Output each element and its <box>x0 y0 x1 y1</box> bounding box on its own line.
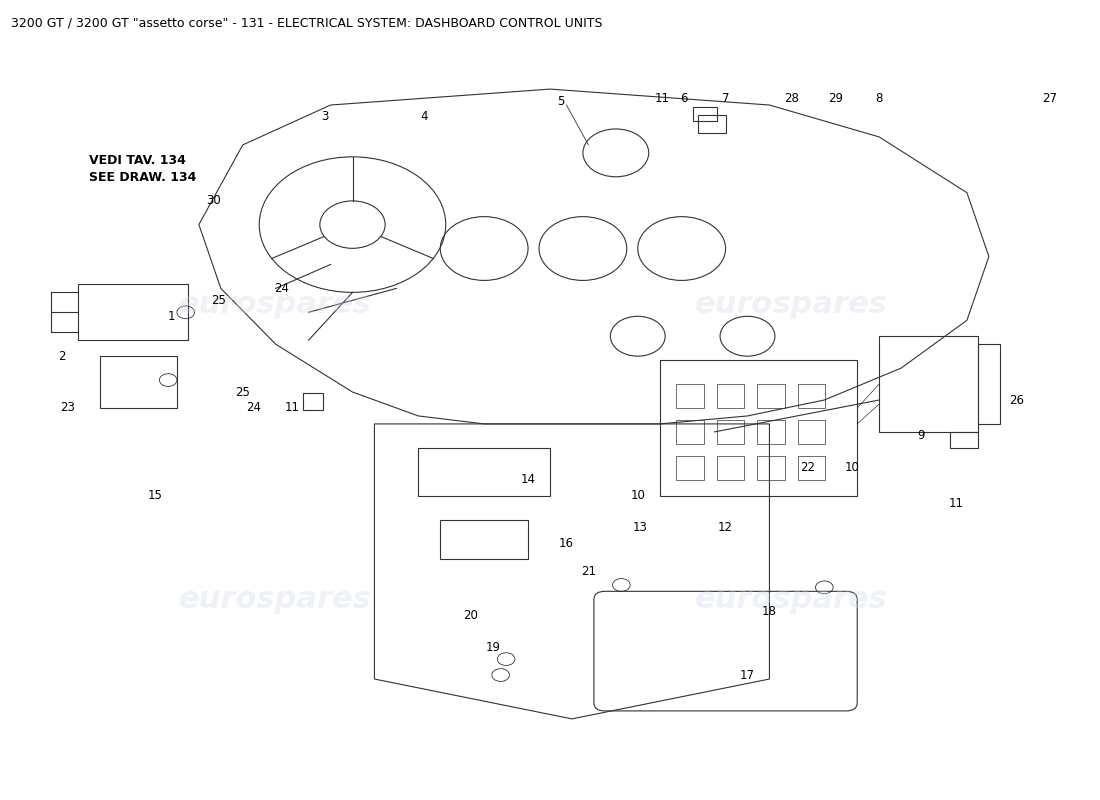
Text: 11: 11 <box>285 402 299 414</box>
Text: 7: 7 <box>722 92 729 105</box>
Text: 19: 19 <box>485 641 501 654</box>
Text: 10: 10 <box>845 462 859 474</box>
Text: 16: 16 <box>559 537 574 550</box>
Bar <box>717 384 745 408</box>
Bar <box>676 420 704 444</box>
Text: 20: 20 <box>463 609 478 622</box>
Text: eurospares: eurospares <box>695 290 888 319</box>
Text: 29: 29 <box>828 92 843 105</box>
Bar <box>660 360 857 496</box>
Text: VEDI TAV. 134
SEE DRAW. 134: VEDI TAV. 134 SEE DRAW. 134 <box>89 154 197 184</box>
Text: 6: 6 <box>680 92 688 105</box>
Bar <box>978 344 1000 424</box>
Text: eurospares: eurospares <box>695 585 888 614</box>
Bar <box>693 106 717 121</box>
Bar <box>798 456 825 480</box>
Text: 9: 9 <box>917 430 925 442</box>
Text: 4: 4 <box>420 110 428 123</box>
Bar <box>698 115 726 133</box>
Text: 3: 3 <box>321 110 329 123</box>
Bar <box>418 448 550 496</box>
Text: 24: 24 <box>274 282 288 295</box>
Text: 1: 1 <box>167 310 175 322</box>
Text: 18: 18 <box>762 605 777 618</box>
Text: 25: 25 <box>235 386 250 398</box>
Text: 11: 11 <box>654 92 670 105</box>
Bar <box>100 356 177 408</box>
Text: 3200 GT / 3200 GT "assetto corse" - 131 - ELECTRICAL SYSTEM: DASHBOARD CONTROL U: 3200 GT / 3200 GT "assetto corse" - 131 … <box>11 16 603 29</box>
Text: 15: 15 <box>147 489 163 502</box>
Text: 21: 21 <box>581 565 596 578</box>
Text: 24: 24 <box>246 402 262 414</box>
Text: 26: 26 <box>1009 394 1024 406</box>
Bar <box>676 456 704 480</box>
Text: 27: 27 <box>1042 92 1057 105</box>
Bar <box>440 519 528 559</box>
Bar <box>78 285 188 340</box>
Text: 12: 12 <box>718 521 733 534</box>
Bar <box>798 420 825 444</box>
Text: 13: 13 <box>632 521 648 534</box>
Bar <box>676 384 704 408</box>
Text: 2: 2 <box>58 350 66 362</box>
Text: 23: 23 <box>59 402 75 414</box>
Text: eurospares: eurospares <box>179 585 372 614</box>
Bar <box>304 393 323 410</box>
Text: 14: 14 <box>520 474 536 486</box>
Text: 28: 28 <box>784 92 799 105</box>
Text: 8: 8 <box>876 92 883 105</box>
Bar <box>717 456 745 480</box>
Text: 25: 25 <box>211 294 227 307</box>
Bar <box>758 420 784 444</box>
Bar <box>758 456 784 480</box>
Text: 17: 17 <box>740 669 755 682</box>
Text: 11: 11 <box>948 497 964 510</box>
Text: 5: 5 <box>558 94 564 107</box>
Bar <box>950 432 978 448</box>
Text: 10: 10 <box>630 489 646 502</box>
Text: 30: 30 <box>206 194 220 207</box>
Bar <box>798 384 825 408</box>
Bar <box>758 384 784 408</box>
Bar <box>717 420 745 444</box>
Bar <box>879 336 978 432</box>
Text: 22: 22 <box>801 462 815 474</box>
Text: eurospares: eurospares <box>179 290 372 319</box>
